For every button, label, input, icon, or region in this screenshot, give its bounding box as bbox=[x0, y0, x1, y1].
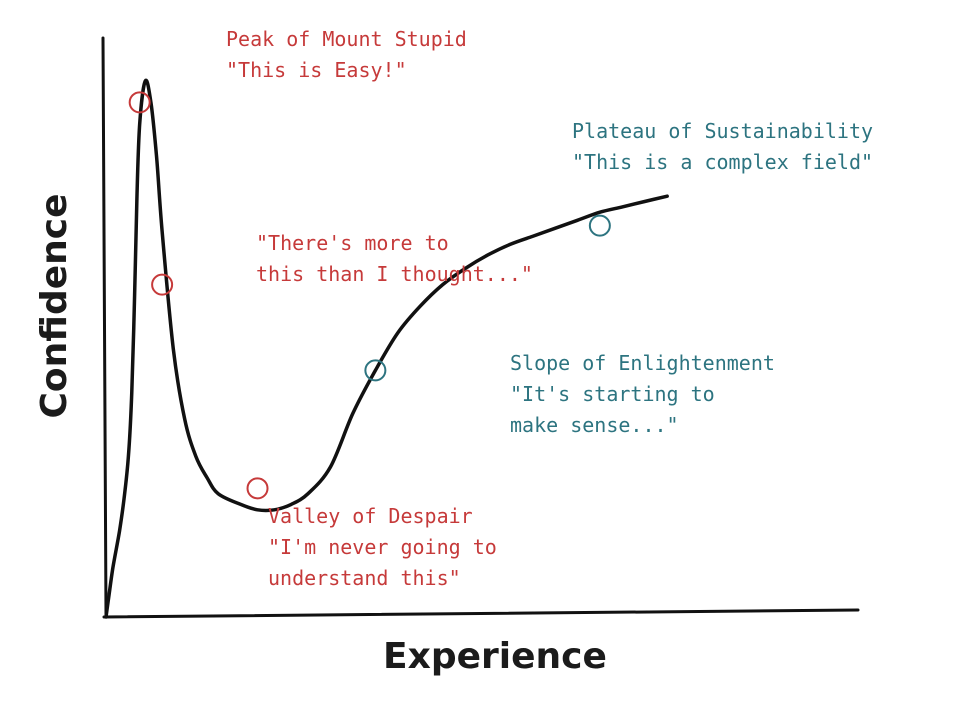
annotation-line: "It's starting to bbox=[510, 382, 715, 406]
y-axis-label: Confidence bbox=[34, 193, 75, 418]
annotation-line: Peak of Mount Stupid bbox=[226, 27, 467, 51]
annotation: Plateau of Sustainability "This is a comp… bbox=[572, 119, 873, 237]
annotation-marker bbox=[246, 477, 269, 500]
x-axis-line bbox=[102, 608, 860, 619]
annotation-marker bbox=[151, 273, 174, 296]
annotation-label: "There's more to this than I thought..." bbox=[256, 231, 533, 286]
annotation-label: Valley of Despair "I'm never going to unde… bbox=[268, 504, 497, 590]
annotation-label: Peak of Mount Stupid "This is Easy!" bbox=[226, 27, 467, 82]
annotation-marker bbox=[128, 91, 151, 114]
annotation-line: make sense..." bbox=[510, 413, 679, 437]
annotation: "There's more to this than I thought..." bbox=[151, 231, 533, 296]
annotation: Slope of Enlightenment "It's starting to m… bbox=[364, 351, 775, 437]
annotation-line: understand this" bbox=[268, 566, 461, 590]
annotation-line: "This is Easy!" bbox=[226, 58, 407, 82]
annotation-marker bbox=[588, 214, 611, 237]
annotation-line: "There's more to bbox=[256, 231, 449, 255]
annotations-layer: Peak of Mount Stupid "This is Easy!" "Ther… bbox=[128, 27, 873, 590]
annotation-line: Plateau of Sustainability bbox=[572, 119, 873, 143]
x-axis-label: Experience bbox=[383, 636, 607, 677]
annotation-line: Valley of Despair bbox=[268, 504, 473, 528]
annotation-line: Slope of Enlightenment bbox=[510, 351, 775, 375]
annotation-line: "This is a complex field" bbox=[572, 150, 873, 174]
annotation: Peak of Mount Stupid "This is Easy!" bbox=[128, 27, 467, 114]
annotation-label: Plateau of Sustainability "This is a comp… bbox=[572, 119, 873, 174]
y-axis-line bbox=[101, 36, 108, 618]
annotation-marker bbox=[364, 359, 387, 382]
annotation: Valley of Despair "I'm never going to unde… bbox=[246, 477, 497, 590]
confidence-curve bbox=[104, 78, 669, 619]
annotation-label: Slope of Enlightenment "It's starting to m… bbox=[510, 351, 775, 437]
annotation-line: "I'm never going to bbox=[268, 535, 497, 559]
annotation-line: this than I thought..." bbox=[256, 262, 533, 286]
